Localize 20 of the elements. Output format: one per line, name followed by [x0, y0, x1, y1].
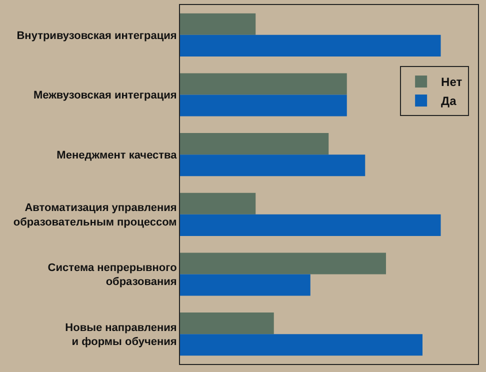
bar [180, 73, 347, 95]
bar [180, 13, 256, 35]
bar [180, 312, 274, 334]
bar [180, 274, 310, 296]
y-tick-label: Новые направления и формы обучения [65, 322, 177, 348]
bar [180, 214, 441, 236]
y-tick-label: Межвузовская интеграция [34, 90, 177, 102]
bar [180, 154, 366, 176]
bar [180, 252, 386, 274]
y-tick-label: Автоматизация управления образовательным процессом [13, 202, 177, 228]
y-tick-label: Внутривузовская интеграция [16, 30, 177, 42]
bar [180, 133, 329, 155]
legend-label: Да [441, 94, 457, 108]
legend-label: Нет [441, 75, 462, 90]
bar [180, 334, 422, 356]
y-tick-label: Система непрерывного образования [48, 262, 178, 288]
bar [180, 94, 347, 116]
bar [180, 192, 256, 214]
bar [180, 34, 441, 56]
y-tick-label: Менеджмент качества [56, 149, 178, 162]
